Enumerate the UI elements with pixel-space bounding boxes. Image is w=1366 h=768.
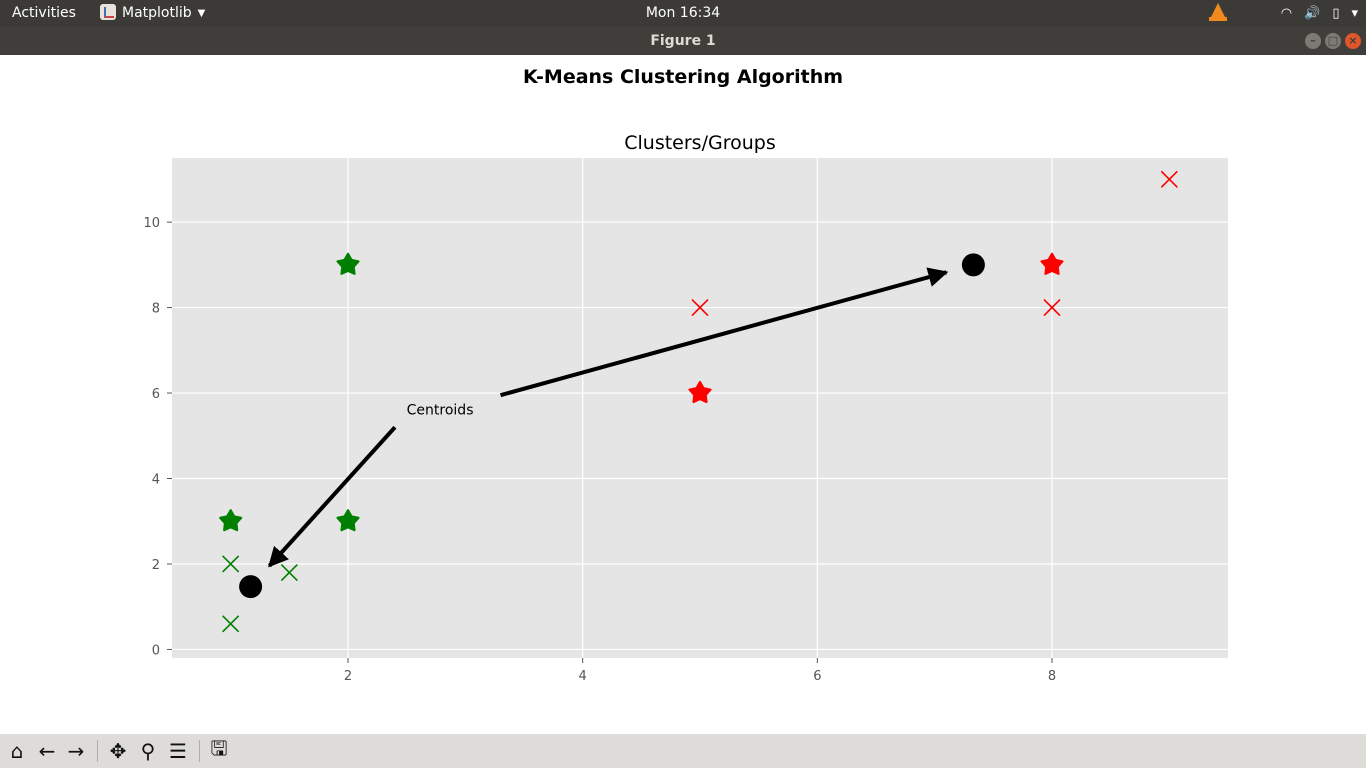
- clock[interactable]: Mon 16:34: [645, 5, 721, 21]
- back-button[interactable]: ←: [34, 738, 60, 764]
- home-button[interactable]: ⌂: [4, 738, 30, 764]
- app-menu-label: Matplotlib: [122, 5, 192, 21]
- toolbar-divider: [199, 740, 200, 762]
- x-tick-label: 4: [579, 669, 587, 684]
- zoom-icon: ⚲: [140, 739, 156, 763]
- centroid-point: [239, 575, 263, 599]
- window-title: Figure 1: [650, 33, 716, 49]
- star-point: [336, 509, 360, 532]
- x-point: [691, 299, 709, 317]
- annotation-label: Centroids: [407, 402, 474, 418]
- forward-button[interactable]: →: [63, 738, 89, 764]
- x-tick-label: 6: [813, 669, 821, 684]
- x-point: [1160, 170, 1178, 188]
- window-titlebar: Figure 1 – □ ×: [0, 27, 1366, 55]
- close-button[interactable]: ×: [1345, 33, 1361, 49]
- minimize-button[interactable]: –: [1305, 33, 1321, 49]
- wifi-icon: ◠: [1280, 6, 1293, 21]
- matplotlib-app-icon: [100, 4, 116, 20]
- forward-icon: →: [67, 739, 85, 763]
- centroid-point: [961, 253, 985, 277]
- x-tick-label: 2: [344, 669, 352, 684]
- battery-icon: ▯: [1332, 6, 1340, 21]
- star-point: [688, 380, 712, 404]
- save-button[interactable]: 🖫: [206, 736, 232, 764]
- star-point: [219, 509, 243, 532]
- y-tick-label: 4: [152, 473, 160, 488]
- activities-button[interactable]: Activities: [12, 5, 76, 21]
- system-tray[interactable]: ◠ 🔊 ▯ ▾: [1269, 0, 1358, 27]
- y-tick-label: 0: [152, 643, 160, 658]
- pan-button[interactable]: ✥: [105, 738, 131, 764]
- pan-icon: ✥: [109, 739, 127, 763]
- x-point: [1043, 299, 1061, 317]
- vlc-icon[interactable]: [1209, 3, 1227, 21]
- figure-suptitle: K-Means Clustering Algorithm: [522, 66, 844, 88]
- navigation-toolbar: ⌂ ← → ✥ ⚲ ☰ 🖫: [0, 734, 1366, 768]
- zoom-button[interactable]: ⚲: [135, 738, 161, 764]
- y-tick-label: 10: [143, 216, 160, 231]
- y-tick-label: 2: [152, 558, 160, 573]
- x-point: [222, 615, 240, 633]
- save-icon: 🖫: [210, 736, 228, 760]
- toolbar-divider: [97, 740, 98, 762]
- volume-icon: 🔊: [1304, 6, 1321, 21]
- back-icon: ←: [38, 739, 56, 763]
- chevron-down-icon: ▼: [197, 8, 206, 19]
- star-point: [1040, 252, 1064, 275]
- home-icon: ⌂: [10, 739, 24, 763]
- chart-title: Clusters/Groups: [624, 132, 775, 154]
- y-tick-label: 8: [152, 302, 160, 317]
- top-bar: Activities Matplotlib ▼ Mon 16:34 ◠ 🔊 ▯ ▾: [0, 0, 1366, 27]
- x-tick-label: 8: [1048, 669, 1056, 684]
- star-point: [336, 252, 360, 275]
- y-tick-label: 6: [152, 387, 160, 402]
- configure-icon: ☰: [169, 739, 187, 763]
- x-point: [222, 555, 240, 573]
- maximize-button[interactable]: □: [1325, 33, 1341, 49]
- configure-button[interactable]: ☰: [165, 738, 191, 764]
- annotation-arrow: [267, 425, 397, 568]
- plot-area: [172, 158, 1228, 658]
- app-menu[interactable]: Matplotlib ▼: [100, 0, 205, 27]
- annotation-arrow: [500, 267, 949, 398]
- chevron-down-icon: ▾: [1351, 6, 1358, 21]
